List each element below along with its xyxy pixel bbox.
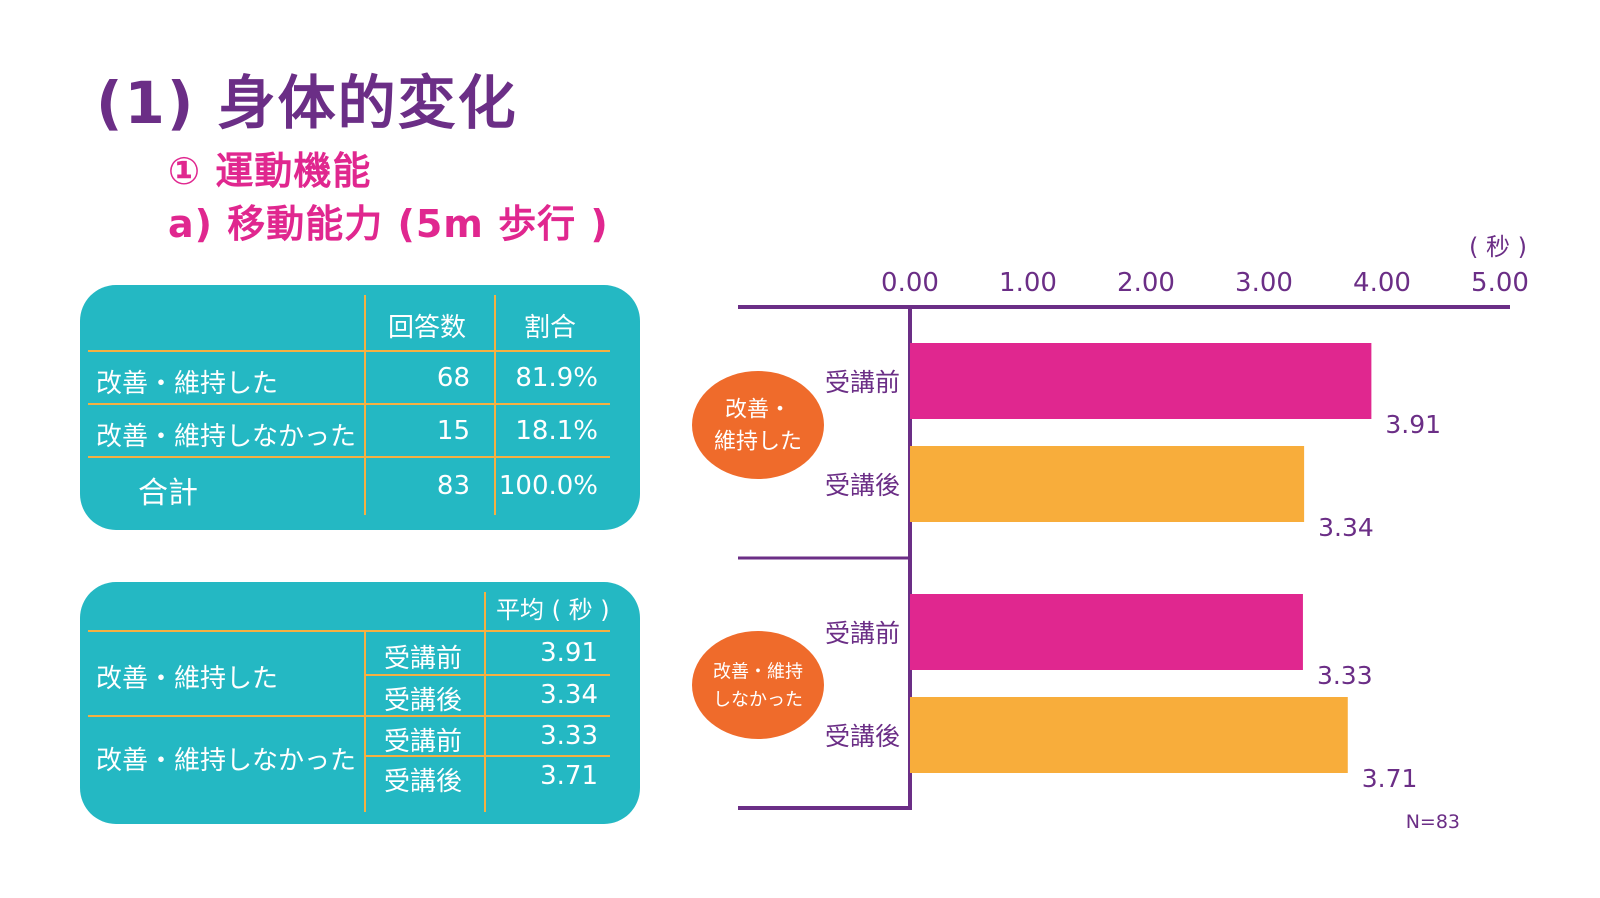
bar-value-label: 3.34 [1318,513,1374,542]
row-count: 83 [436,471,470,501]
header-average: 平均 ( 秒 ) [496,596,610,624]
bar-category-label: 受講後 [825,722,900,751]
average-value: 3.71 [540,761,598,791]
sample-size-note: N=83 [1406,811,1460,833]
group-badge-label: 維持した [714,430,802,455]
average-value: 3.33 [540,721,598,751]
bar-category-label: 受講後 [825,471,900,500]
bar-value-label: 3.91 [1385,410,1441,439]
row-count: 15 [436,416,470,446]
group-badge-label: しなかった [713,689,803,710]
bar [910,594,1303,670]
bar-value-label: 3.71 [1362,764,1418,793]
x-unit-label: ( 秒 ) [1469,233,1527,261]
header-count: 回答数 [388,313,467,343]
bar [910,343,1372,419]
x-tick-label: 3.00 [1235,268,1293,298]
x-tick-label: 4.00 [1353,268,1411,298]
x-tick-label: 2.00 [1117,268,1175,298]
page-title: (1) 身体的変化 [96,69,518,137]
row-label: 改善・維持した [96,369,279,399]
bar-category-label: 受講前 [825,368,900,397]
average-value: 3.91 [540,638,598,668]
row-ratio: 18.1% [515,416,598,446]
timing-label: 受講前 [384,644,463,674]
timing-label: 受講後 [384,686,463,716]
group-badge [692,631,824,739]
timing-label: 受講前 [384,727,463,757]
bar-value-label: 3.33 [1317,661,1373,690]
average-table: 平均 ( 秒 ) 改善・維持した 受講前 3.91 受講後 3.34 改善・維持… [80,582,640,824]
group-badge-label: 改善・維持 [713,661,803,682]
section-subtitle: ① 運動機能 [168,149,372,193]
bar [910,697,1348,773]
row-ratio: 100.0% [498,471,598,501]
x-tick-label: 0.00 [881,268,939,298]
bar [910,446,1305,522]
group-badge [692,371,824,479]
response-table: 回答数 割合 改善・維持した 68 81.9% 改善・維持しなかった 15 18… [80,285,640,530]
x-tick-label: 5.00 [1471,268,1529,298]
row-count: 68 [436,363,470,393]
bar-category-label: 受講前 [825,619,900,648]
timing-label: 受講後 [384,767,463,797]
section-subheading: a) 移動能力 (5m 歩行 ) [168,202,609,246]
average-value: 3.34 [540,680,598,710]
group-badge-label: 改善・ [725,398,791,423]
x-tick-label: 1.00 [999,268,1057,298]
group-label: 改善・維持した [96,664,279,694]
row-label-total: 合計 [138,476,198,511]
header-ratio: 割合 [524,313,577,343]
group-label: 改善・維持しなかった [96,746,357,776]
row-ratio: 81.9% [515,363,598,393]
row-label: 改善・維持しなかった [96,422,357,452]
